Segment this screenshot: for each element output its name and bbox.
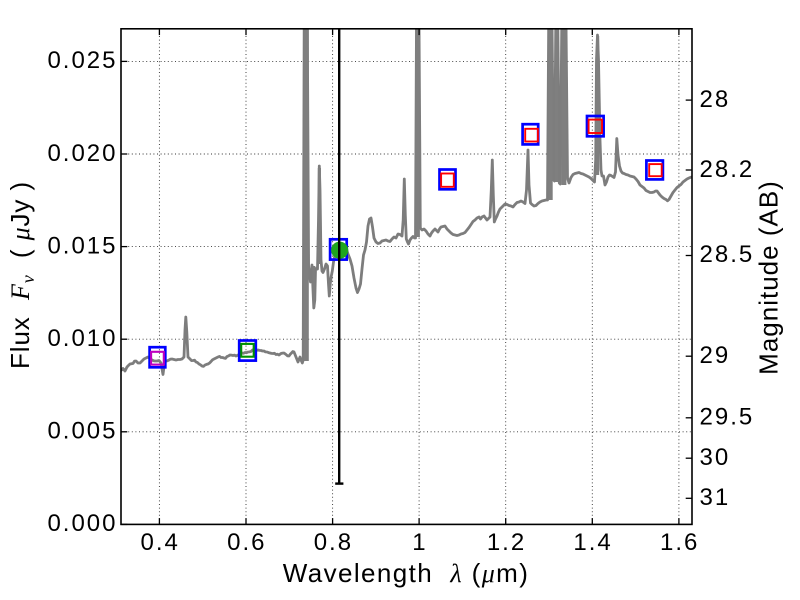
svg-text:29.5: 29.5 bbox=[700, 404, 755, 431]
svg-text:30: 30 bbox=[700, 444, 731, 471]
svg-text:0.005: 0.005 bbox=[47, 418, 117, 445]
svg-text:0.025: 0.025 bbox=[47, 47, 117, 74]
svg-text:0.4: 0.4 bbox=[141, 529, 180, 556]
svg-text:Wavelength λ (μm): Wavelength λ (μm) bbox=[283, 558, 530, 588]
svg-text:0.8: 0.8 bbox=[314, 529, 353, 556]
svg-text:31: 31 bbox=[700, 484, 731, 511]
svg-text:0.6: 0.6 bbox=[227, 529, 266, 556]
svg-text:1.4: 1.4 bbox=[573, 529, 612, 556]
svg-text:0.015: 0.015 bbox=[47, 232, 117, 259]
svg-text:0.010: 0.010 bbox=[47, 325, 117, 352]
svg-text:28.2: 28.2 bbox=[700, 156, 755, 183]
svg-text:0.020: 0.020 bbox=[47, 140, 117, 167]
svg-text:1: 1 bbox=[412, 529, 427, 556]
svg-text:Magnitude (AB): Magnitude (AB) bbox=[754, 180, 784, 375]
svg-text:1.6: 1.6 bbox=[660, 529, 699, 556]
svg-text:Flux Fν ( μJy ): Flux Fν ( μJy ) bbox=[5, 181, 38, 369]
svg-text:29: 29 bbox=[700, 342, 731, 369]
svg-text:0.000: 0.000 bbox=[47, 510, 117, 537]
svg-text:1.2: 1.2 bbox=[487, 529, 526, 556]
svg-text:28.5: 28.5 bbox=[700, 241, 755, 268]
svg-text:28: 28 bbox=[700, 86, 731, 113]
